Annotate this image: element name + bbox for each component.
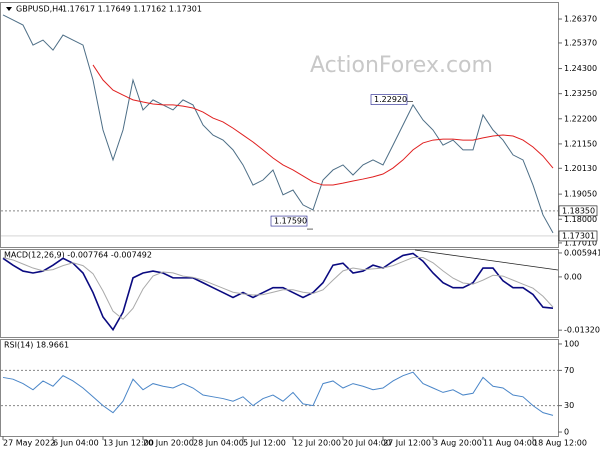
y-tick-label: 1.18000 xyxy=(564,215,597,224)
y-tick-label: 1.21150 xyxy=(564,139,597,148)
y-tick-label: 0.005941 xyxy=(564,248,600,257)
x-tick-label: 28 Jun 04:00 xyxy=(193,439,244,448)
callout-label: 1.22920 xyxy=(374,95,407,104)
rsi-panel xyxy=(0,339,559,437)
callout-box xyxy=(270,215,308,227)
y-tick-label: 1.24300 xyxy=(564,64,597,73)
menu-arrow[interactable] xyxy=(6,7,12,11)
y-tick-label: 1.17010 xyxy=(564,238,597,247)
x-tick-label: 27 May 2022 xyxy=(3,439,55,448)
y-tick-label: 1.25370 xyxy=(564,38,597,47)
x-tick-label: 27 Jul 12:00 xyxy=(383,439,431,448)
y-tick-label: 100 xyxy=(564,339,579,348)
series-line xyxy=(92,64,554,186)
callout-box xyxy=(370,94,408,105)
y-tick-label: 0.00 xyxy=(564,272,582,281)
quote: 1.17617 1.17649 1.17162 1.17301 xyxy=(62,5,202,14)
rsi-title: RSI(14) 18.9661 xyxy=(4,341,69,350)
series-line xyxy=(2,252,554,332)
symbol: GBPUSD,H4 xyxy=(16,5,63,14)
x-tick-label: 12 Jul 20:00 xyxy=(293,439,341,448)
y-tick-label: 1.23250 xyxy=(564,89,597,98)
x-tick-label: 13 Jun 12:00 xyxy=(103,439,154,448)
last-price-box xyxy=(558,230,598,242)
series-line xyxy=(2,371,554,416)
x-tick-label: 18 Aug 12:00 xyxy=(533,439,587,448)
x-tick-label: 6 Jun 04:00 xyxy=(53,439,99,448)
y-tick-label: -0.013207 xyxy=(564,326,600,335)
level-box xyxy=(558,205,598,217)
x-tick-label: 20 Jun 20:00 xyxy=(143,439,194,448)
x-tick-label: 20 Jul 04:00 xyxy=(343,439,391,448)
y-tick-label: 1.20130 xyxy=(564,164,597,173)
level-label: 1.18350 xyxy=(562,206,595,215)
price-panel xyxy=(0,2,559,248)
macd-trendline xyxy=(414,249,559,271)
x-tick-label: 11 Aug 04:00 xyxy=(483,439,537,448)
callout-label: 1.17590 xyxy=(274,217,307,226)
y-tick-label: 0 xyxy=(564,428,569,437)
x-tick-label: 5 Jul 12:00 xyxy=(243,439,286,448)
watermark: ActionForex.com xyxy=(310,53,493,78)
macd-panel xyxy=(0,249,559,338)
last-price-label: 1.17301 xyxy=(562,231,595,240)
y-tick-label: 1.19050 xyxy=(564,190,597,199)
series-line xyxy=(2,14,554,234)
x-tick-label: 3 Aug 20:00 xyxy=(433,439,482,448)
y-tick-label: 70 xyxy=(564,366,574,375)
y-tick-label: 1.22200 xyxy=(564,114,597,123)
macd-title: MACD(12,26,9) -0.007764 -0.007492 xyxy=(4,251,152,260)
y-tick-label: 30 xyxy=(564,401,574,410)
y-tick-label: 1.26370 xyxy=(564,15,597,24)
series-line xyxy=(2,257,554,320)
